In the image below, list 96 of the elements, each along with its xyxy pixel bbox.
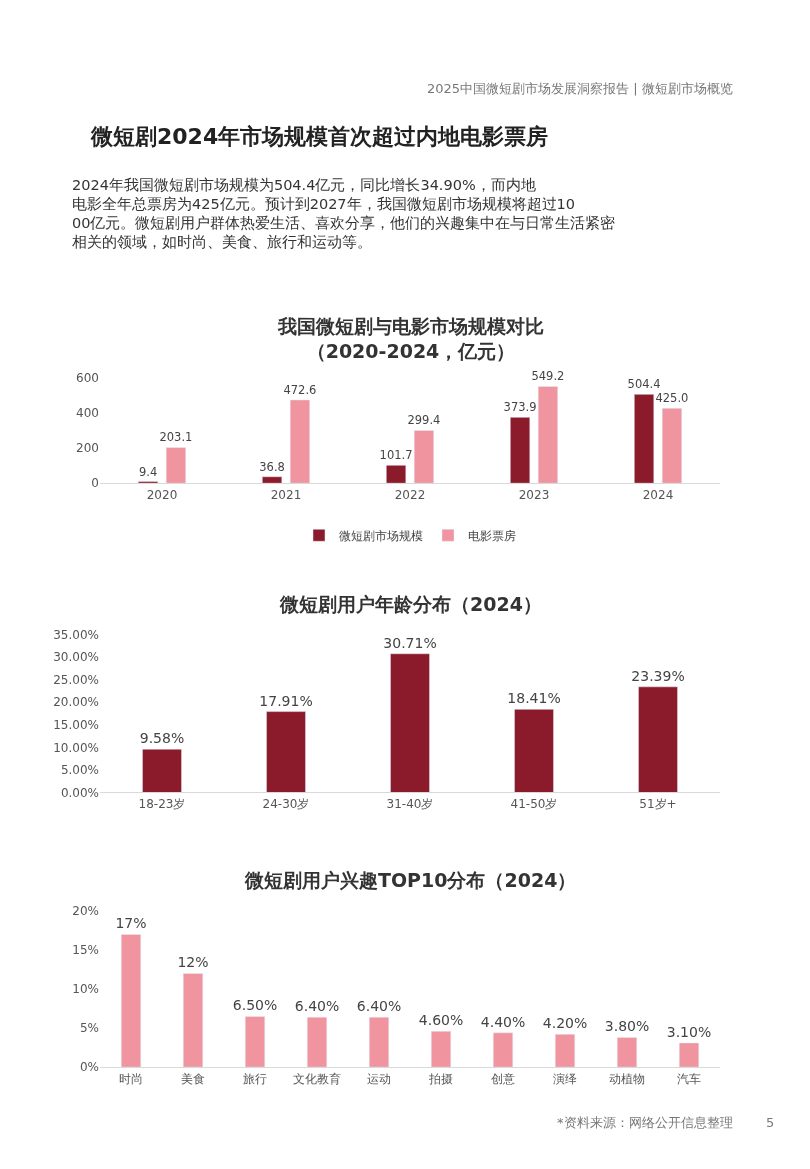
bar bbox=[537, 386, 558, 484]
data-label: 101.7 bbox=[379, 448, 413, 463]
x-tick-label: 动植物 bbox=[609, 1071, 645, 1086]
x-tick-label: 创意 bbox=[491, 1071, 515, 1086]
y-tick-label: 15.00% bbox=[53, 717, 99, 732]
y-tick-label: 5.00% bbox=[60, 763, 99, 778]
x-tick-label: 文化教育 bbox=[293, 1071, 341, 1086]
data-label: 17% bbox=[115, 915, 147, 932]
bar bbox=[638, 686, 678, 793]
data-label: 6.40% bbox=[356, 998, 402, 1015]
chart-title: 微短剧用户年龄分布（2024） bbox=[279, 593, 542, 615]
data-label: 504.4 bbox=[627, 377, 661, 392]
bar bbox=[390, 653, 430, 793]
data-label: 6.40% bbox=[294, 998, 340, 1015]
x-tick-label: 汽车 bbox=[677, 1071, 701, 1086]
y-tick-label: 10.00% bbox=[53, 740, 99, 755]
data-label: 9.58% bbox=[139, 730, 185, 747]
data-label: 425.0 bbox=[655, 391, 689, 406]
bar bbox=[142, 748, 182, 793]
bar bbox=[165, 447, 186, 484]
bar bbox=[413, 430, 434, 484]
y-tick-label: 0 bbox=[91, 476, 99, 491]
x-tick-label: 51岁+ bbox=[639, 796, 677, 811]
bar bbox=[678, 1042, 700, 1068]
chart-title: 我国微短剧与电影市场规模对比（2020-2024，亿元） bbox=[277, 315, 544, 362]
y-tick-label: 25.00% bbox=[53, 672, 99, 687]
bar bbox=[306, 1016, 328, 1068]
text: 2024年我国微短剧市场规模为504.4亿元，同比增长34.90%，而内地电影全年总票房为425亿元。预计到2027年，我国微短剧市场规模将超过1000亿元。微短剧用户群体热爱生活、喜欢分享，他们的兴趣集中在与日常生活紧密相关的领域，如时尚、美食、旅行和运动等。 bbox=[72, 177, 616, 250]
x-tick-label: 2023 bbox=[518, 487, 550, 502]
x-tick-label: 24-30岁 bbox=[262, 796, 310, 811]
x-tick-label: 时尚 bbox=[119, 1071, 143, 1086]
x-tick-label: 运动 bbox=[367, 1071, 391, 1086]
x-tick-label: 41-50岁 bbox=[510, 796, 558, 811]
chart-title: 微短剧用户兴趣TOP10分布（2024） bbox=[244, 869, 577, 891]
text: *资料来源：网络公开信息整理 bbox=[557, 1115, 733, 1130]
bar bbox=[634, 394, 655, 484]
bar bbox=[616, 1037, 638, 1068]
bar bbox=[554, 1034, 576, 1068]
data-label: 4.60% bbox=[418, 1012, 464, 1029]
y-tick-label: 20% bbox=[72, 904, 99, 919]
x-tick-label: 演绎 bbox=[553, 1071, 577, 1086]
bar bbox=[514, 709, 554, 793]
data-label: 18.41% bbox=[507, 690, 561, 707]
bar bbox=[244, 1016, 266, 1068]
x-tick-label: 2024 bbox=[642, 487, 674, 502]
x-tick-label: 拍摄 bbox=[428, 1071, 453, 1086]
data-label: 3.10% bbox=[666, 1023, 712, 1040]
data-label: 4.20% bbox=[542, 1015, 588, 1032]
bar bbox=[182, 973, 204, 1068]
legend-label: 电影票房 bbox=[468, 528, 516, 543]
data-label: 3.80% bbox=[604, 1018, 650, 1035]
y-tick-label: 35.00% bbox=[53, 627, 99, 642]
y-tick-label: 5% bbox=[79, 1021, 99, 1036]
y-tick-label: 400 bbox=[76, 405, 99, 420]
text: 微短剧2024年市场规模首次超过内地电影票房 bbox=[90, 124, 549, 149]
data-label: 373.9 bbox=[503, 400, 537, 415]
x-tick-label: 31-40岁 bbox=[386, 796, 434, 811]
text: 5 bbox=[766, 1115, 775, 1130]
data-label: 36.8 bbox=[259, 459, 285, 474]
text: 2025中国微短剧市场发展洞察报告 | 微短剧市场概览 bbox=[427, 81, 733, 96]
data-label: 549.2 bbox=[531, 369, 565, 384]
legend-label: 微短剧市场规模 bbox=[339, 528, 423, 543]
bar bbox=[262, 476, 283, 484]
y-tick-label: 600 bbox=[76, 370, 99, 385]
data-label: 9.4 bbox=[138, 464, 158, 479]
y-tick-label: 10% bbox=[72, 982, 99, 997]
x-tick-label: 18-23岁 bbox=[138, 796, 186, 811]
data-label: 472.6 bbox=[283, 382, 317, 397]
data-label: 203.1 bbox=[159, 430, 193, 445]
data-label: 4.40% bbox=[480, 1013, 526, 1030]
bar bbox=[386, 465, 407, 484]
data-label: 6.50% bbox=[232, 997, 278, 1014]
x-tick-label: 2022 bbox=[394, 487, 426, 502]
bar bbox=[430, 1030, 452, 1068]
bar bbox=[492, 1032, 514, 1068]
bar bbox=[289, 399, 310, 484]
bar bbox=[661, 408, 682, 484]
x-tick-label: 旅行 bbox=[243, 1071, 267, 1086]
data-label: 23.39% bbox=[631, 667, 685, 684]
x-tick-label: 美食 bbox=[181, 1071, 205, 1086]
y-tick-label: 200 bbox=[76, 441, 99, 456]
bar bbox=[368, 1016, 390, 1068]
data-label: 299.4 bbox=[407, 413, 441, 428]
y-tick-label: 0.00% bbox=[60, 785, 99, 800]
data-label: 17.91% bbox=[259, 692, 313, 709]
x-tick-label: 2021 bbox=[270, 487, 302, 502]
data-label: 30.71% bbox=[383, 634, 437, 651]
y-tick-label: 30.00% bbox=[53, 650, 99, 665]
bar bbox=[120, 934, 142, 1068]
bar bbox=[266, 711, 306, 793]
x-tick-label: 2020 bbox=[146, 487, 178, 502]
y-tick-label: 0% bbox=[79, 1060, 99, 1075]
bar bbox=[510, 417, 531, 484]
y-tick-label: 15% bbox=[72, 943, 99, 958]
data-label: 12% bbox=[177, 954, 209, 971]
y-tick-label: 20.00% bbox=[53, 695, 99, 710]
